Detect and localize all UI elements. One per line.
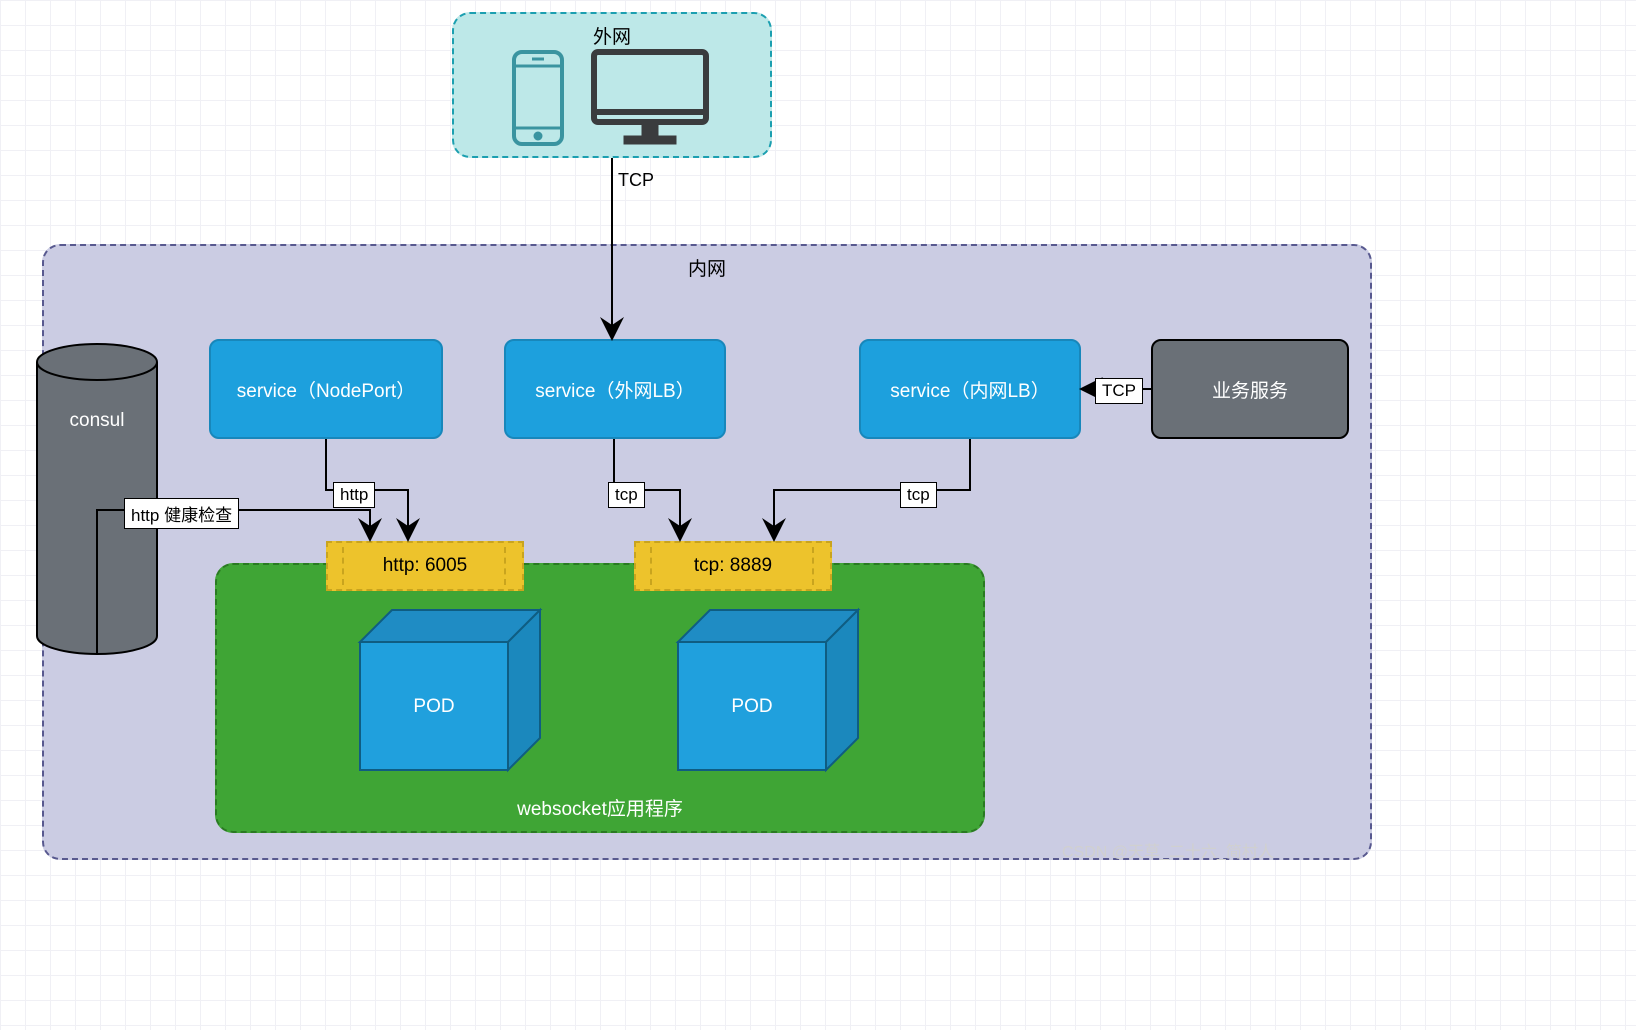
edge-label-biz_to_intlb: TCP (1095, 378, 1143, 404)
edge-label-intlb_to_tcp: tcp (900, 482, 937, 508)
edge-label-nodeport_to_http: http (333, 482, 375, 508)
edge-label-ext_to_int: TCP (618, 170, 654, 190)
edge-intlb_to_tcp (774, 439, 970, 540)
watermark: CSDN @天草_二十六_简村人 (1062, 838, 1274, 862)
edge-consul_to_http (97, 510, 370, 654)
edge-label-consul_to_http: http 健康检查 (124, 498, 239, 529)
edge-label-extlb_to_tcp: tcp (608, 482, 645, 508)
edges-layer: TCP (0, 0, 1636, 1030)
